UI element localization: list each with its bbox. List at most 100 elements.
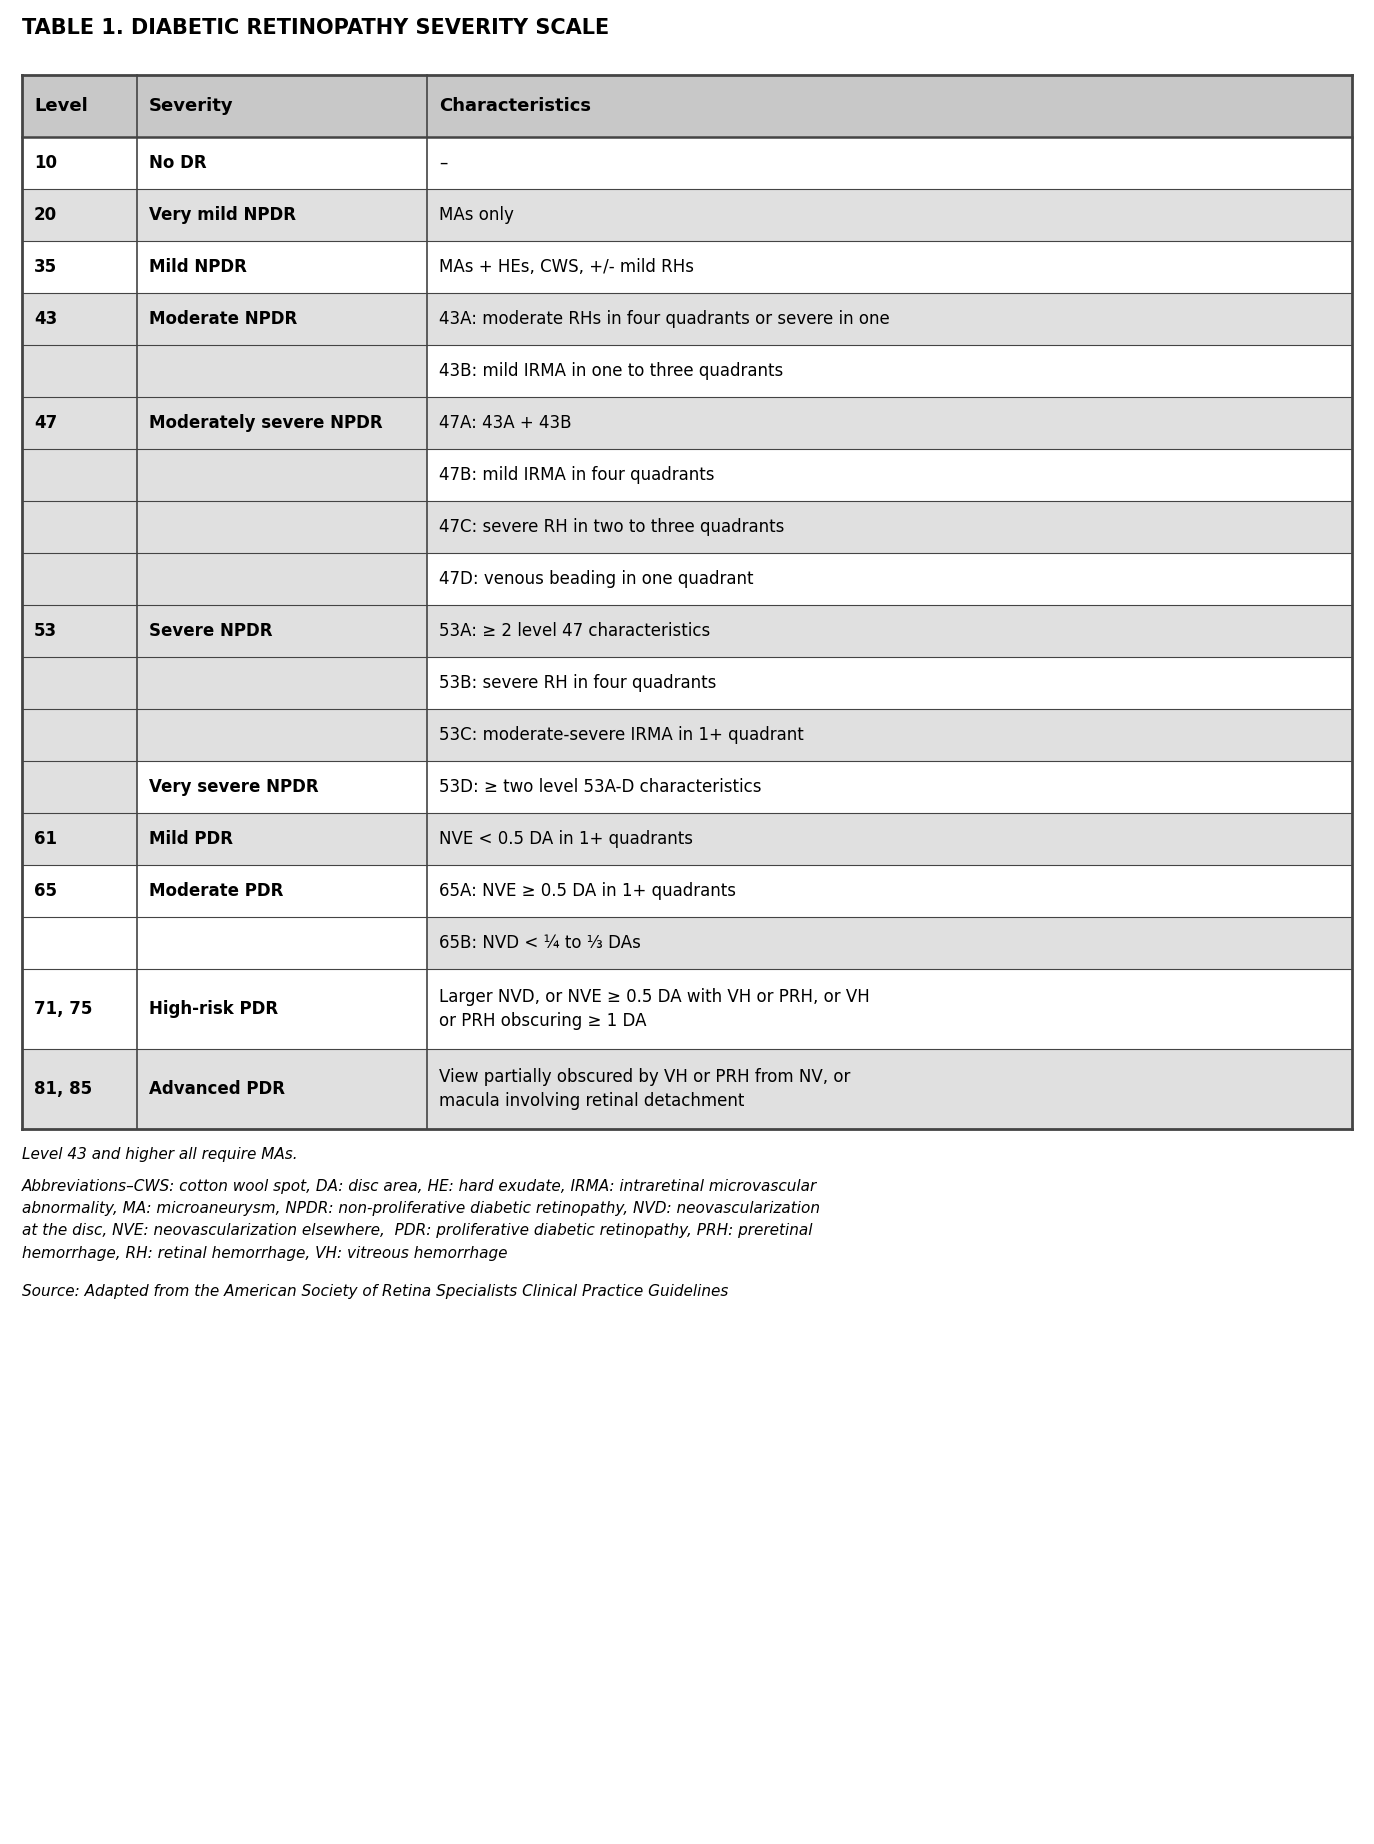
Bar bbox=[137, 656, 427, 708]
Text: –: – bbox=[440, 155, 448, 171]
Bar bbox=[22, 968, 137, 1049]
Text: Mild PDR: Mild PDR bbox=[148, 830, 234, 848]
Bar bbox=[427, 968, 1352, 1049]
Bar bbox=[22, 865, 137, 916]
Bar bbox=[137, 968, 427, 1049]
Text: 43B: mild IRMA in one to three quadrants: 43B: mild IRMA in one to three quadrants bbox=[440, 361, 783, 380]
Text: 65B: NVD < ¼ to ⅓ DAs: 65B: NVD < ¼ to ⅓ DAs bbox=[440, 935, 640, 952]
Bar bbox=[427, 708, 1352, 762]
Text: 53: 53 bbox=[34, 621, 58, 640]
Bar bbox=[22, 242, 137, 293]
Text: View partially obscured by VH or PRH from NV, or
macula involving retinal detach: View partially obscured by VH or PRH fro… bbox=[440, 1068, 851, 1110]
Text: 47C: severe RH in two to three quadrants: 47C: severe RH in two to three quadrants bbox=[440, 518, 785, 537]
Bar bbox=[137, 762, 427, 813]
Bar bbox=[427, 448, 1352, 502]
Text: Severity: Severity bbox=[148, 98, 234, 114]
Text: 10: 10 bbox=[34, 155, 56, 171]
Bar bbox=[22, 605, 137, 656]
Text: Mild NPDR: Mild NPDR bbox=[148, 258, 247, 277]
Bar bbox=[427, 502, 1352, 553]
Text: Level: Level bbox=[34, 98, 88, 114]
Bar bbox=[22, 448, 137, 502]
Bar bbox=[427, 345, 1352, 396]
Text: Characteristics: Characteristics bbox=[440, 98, 591, 114]
Bar bbox=[22, 293, 137, 345]
Text: NVE < 0.5 DA in 1+ quadrants: NVE < 0.5 DA in 1+ quadrants bbox=[440, 830, 692, 848]
Text: MAs only: MAs only bbox=[440, 207, 514, 223]
Bar bbox=[137, 813, 427, 865]
Bar bbox=[22, 1049, 137, 1129]
Bar bbox=[22, 762, 137, 813]
Bar bbox=[427, 762, 1352, 813]
Bar bbox=[22, 708, 137, 762]
Text: Very mild NPDR: Very mild NPDR bbox=[148, 207, 295, 223]
Bar bbox=[22, 916, 137, 968]
Text: MAs + HEs, CWS, +/- mild RHs: MAs + HEs, CWS, +/- mild RHs bbox=[440, 258, 694, 277]
Text: 71, 75: 71, 75 bbox=[34, 999, 92, 1018]
Text: 53A: ≥ 2 level 47 characteristics: 53A: ≥ 2 level 47 characteristics bbox=[440, 621, 710, 640]
Text: 53C: moderate-severe IRMA in 1+ quadrant: 53C: moderate-severe IRMA in 1+ quadrant bbox=[440, 727, 804, 743]
Bar bbox=[22, 813, 137, 865]
Text: Level 43 and higher all require MAs.: Level 43 and higher all require MAs. bbox=[22, 1147, 298, 1162]
Text: Moderately severe NPDR: Moderately severe NPDR bbox=[148, 415, 382, 431]
Bar bbox=[137, 345, 427, 396]
Text: 20: 20 bbox=[34, 207, 58, 223]
Text: Larger NVD, or NVE ≥ 0.5 DA with VH or PRH, or VH
or PRH obscuring ≥ 1 DA: Larger NVD, or NVE ≥ 0.5 DA with VH or P… bbox=[440, 988, 870, 1031]
Text: 65: 65 bbox=[34, 881, 56, 900]
Bar bbox=[137, 916, 427, 968]
Text: 65A: NVE ≥ 0.5 DA in 1+ quadrants: 65A: NVE ≥ 0.5 DA in 1+ quadrants bbox=[440, 881, 736, 900]
Bar bbox=[22, 396, 137, 448]
Bar bbox=[137, 396, 427, 448]
Bar bbox=[427, 916, 1352, 968]
Text: Advanced PDR: Advanced PDR bbox=[148, 1081, 284, 1097]
Text: 47: 47 bbox=[34, 415, 58, 431]
Text: 47A: 43A + 43B: 47A: 43A + 43B bbox=[440, 415, 572, 431]
Bar bbox=[137, 502, 427, 553]
Text: No DR: No DR bbox=[148, 155, 206, 171]
Bar bbox=[137, 708, 427, 762]
Bar bbox=[427, 293, 1352, 345]
Bar bbox=[427, 396, 1352, 448]
Bar bbox=[137, 242, 427, 293]
Text: Moderate PDR: Moderate PDR bbox=[148, 881, 283, 900]
Bar bbox=[22, 553, 137, 605]
Bar bbox=[137, 448, 427, 502]
Bar bbox=[427, 553, 1352, 605]
Bar bbox=[427, 865, 1352, 916]
Bar bbox=[427, 242, 1352, 293]
Text: 43A: moderate RHs in four quadrants or severe in one: 43A: moderate RHs in four quadrants or s… bbox=[440, 310, 890, 328]
Bar bbox=[22, 136, 137, 188]
Text: 43: 43 bbox=[34, 310, 58, 328]
Bar bbox=[427, 136, 1352, 188]
Text: Abbreviations–CWS: cotton wool spot, DA: disc area, HE: hard exudate, IRMA: intr: Abbreviations–CWS: cotton wool spot, DA:… bbox=[22, 1178, 820, 1261]
Text: 61: 61 bbox=[34, 830, 56, 848]
Text: Source: Adapted from the American Society of Retina Specialists Clinical Practic: Source: Adapted from the American Societ… bbox=[22, 1283, 728, 1298]
Bar bbox=[22, 656, 137, 708]
Bar bbox=[427, 1049, 1352, 1129]
Text: TABLE 1. DIABETIC RETINOPATHY SEVERITY SCALE: TABLE 1. DIABETIC RETINOPATHY SEVERITY S… bbox=[22, 18, 609, 39]
Bar bbox=[427, 656, 1352, 708]
Text: Severe NPDR: Severe NPDR bbox=[148, 621, 272, 640]
Bar bbox=[137, 865, 427, 916]
Bar bbox=[137, 553, 427, 605]
Text: 53B: severe RH in four quadrants: 53B: severe RH in four quadrants bbox=[440, 675, 716, 692]
Bar bbox=[137, 605, 427, 656]
Bar bbox=[427, 813, 1352, 865]
Text: 81, 85: 81, 85 bbox=[34, 1081, 92, 1097]
Text: Very severe NPDR: Very severe NPDR bbox=[148, 778, 319, 797]
Bar bbox=[427, 188, 1352, 242]
Bar bbox=[22, 188, 137, 242]
Bar bbox=[137, 136, 427, 188]
Text: High-risk PDR: High-risk PDR bbox=[148, 999, 278, 1018]
Bar bbox=[137, 293, 427, 345]
Bar bbox=[137, 1049, 427, 1129]
Bar bbox=[22, 345, 137, 396]
Text: 53D: ≥ two level 53A-D characteristics: 53D: ≥ two level 53A-D characteristics bbox=[440, 778, 761, 797]
Text: Moderate NPDR: Moderate NPDR bbox=[148, 310, 297, 328]
Text: 47D: venous beading in one quadrant: 47D: venous beading in one quadrant bbox=[440, 570, 753, 588]
Text: 35: 35 bbox=[34, 258, 58, 277]
Bar bbox=[22, 76, 1352, 136]
Text: 47B: mild IRMA in four quadrants: 47B: mild IRMA in four quadrants bbox=[440, 467, 714, 483]
Bar bbox=[22, 502, 137, 553]
Bar bbox=[137, 188, 427, 242]
